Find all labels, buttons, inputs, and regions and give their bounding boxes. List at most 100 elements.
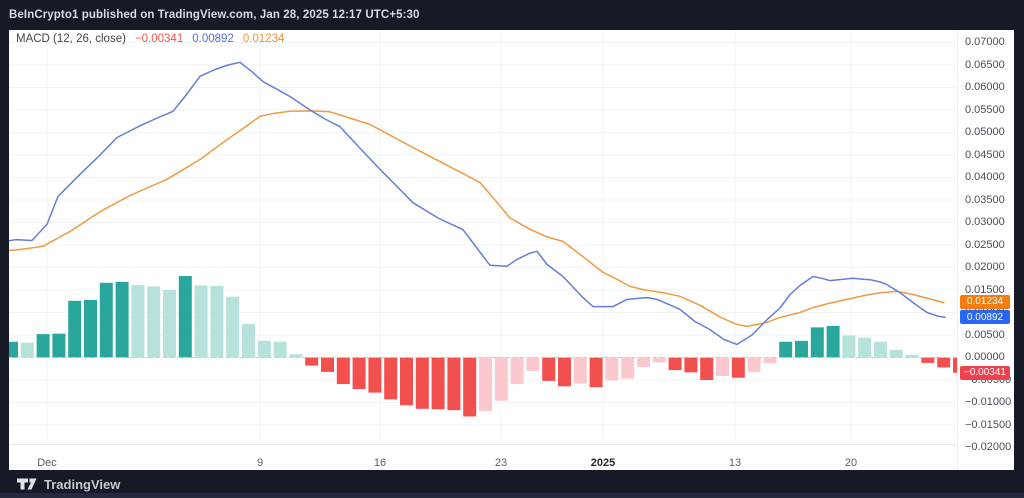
histogram-bar — [273, 341, 287, 358]
histogram-bar — [842, 335, 856, 358]
histogram-bar — [384, 357, 398, 400]
histogram-bar — [700, 357, 714, 380]
histogram-bar — [668, 357, 682, 371]
histogram-bar — [463, 357, 477, 417]
histogram-bar — [637, 357, 650, 367]
legend-histogram-value: −0.00341 — [134, 33, 184, 45]
price-axis-label: 0.03500 — [965, 193, 1005, 206]
histogram-bar — [194, 285, 208, 358]
time-axis-label: 16 — [373, 457, 387, 469]
price-axis-label: 0.04000 — [965, 171, 1005, 183]
price-axis-label: 0.06000 — [965, 81, 1005, 93]
price-axis-label: 0.03000 — [965, 216, 1005, 228]
histogram-bar — [415, 357, 429, 409]
histogram-bar — [810, 327, 824, 358]
histogram-bar — [589, 357, 603, 388]
histogram-bar — [36, 334, 50, 358]
histogram-bar — [937, 357, 951, 368]
price-axis-label: 0.04500 — [965, 148, 1005, 161]
histogram-bar — [494, 357, 508, 401]
histogram-bar — [889, 349, 903, 358]
publish-info-text: BeInCrypto1 published on TradingView.com… — [9, 9, 420, 21]
histogram-bar — [226, 296, 240, 358]
histogram-bar — [131, 285, 145, 358]
price-axis-label: 0.02500 — [965, 238, 1005, 251]
indicator-legend: MACD (12, 26, close) −0.00341 0.00892 0.… — [16, 33, 284, 45]
time-axis-label: Dec — [37, 457, 57, 469]
histogram-bar — [163, 290, 176, 358]
price-axis-label: 0.05500 — [965, 103, 1005, 116]
histogram-bar — [20, 342, 34, 358]
publish-info-bar: BeInCrypto1 published on TradingView.com… — [0, 0, 1024, 30]
macd-line — [9, 61, 946, 346]
signal-badge: 0.01234 — [960, 294, 1010, 309]
tradingview-logo-icon — [17, 478, 37, 490]
histogram-bar — [447, 357, 461, 411]
tradingview-brand-link[interactable]: TradingView — [44, 476, 121, 492]
histogram-bar — [305, 357, 319, 366]
price-axis-separator — [957, 30, 958, 470]
histogram-bar — [336, 357, 350, 385]
price-axis-label: 0.07000 — [965, 36, 1005, 48]
time-axis-label: 23 — [494, 457, 508, 469]
chart-card: MACD (12, 26, close) −0.00341 0.00892 0.… — [9, 30, 1014, 470]
histogram-bar — [763, 357, 777, 364]
histogram-bar — [99, 282, 113, 358]
histogram-bar — [84, 299, 97, 358]
time-axis-label: 9 — [256, 457, 264, 469]
histogram-bar — [684, 357, 698, 373]
histogram-bar — [257, 340, 271, 358]
histogram-bar — [779, 341, 793, 358]
legend-signal-value: 0.01234 — [242, 33, 285, 45]
histogram-bar — [716, 357, 729, 376]
price-axis-label: 0.00500 — [965, 328, 1005, 341]
histogram-bar — [526, 357, 540, 371]
histogram-bar — [953, 357, 957, 373]
footer-bottom-strip — [0, 493, 1024, 498]
macd-plot-canvas[interactable] — [9, 30, 957, 446]
histogram-bar — [210, 285, 224, 358]
time-axis-label: 20 — [844, 457, 858, 469]
price-axis-label: 0.06500 — [965, 58, 1005, 71]
histogram-bar — [68, 300, 82, 358]
time-axis-separator — [9, 444, 957, 445]
price-axis-label: −0.02000 — [965, 441, 1012, 453]
histogram-bar — [731, 357, 745, 378]
footer-bar: TradingView — [0, 470, 1024, 498]
histogram-bar — [573, 357, 587, 384]
time-axis-label: 2025 — [590, 457, 616, 469]
histogram-bar — [795, 340, 808, 358]
time-axis-label: 13 — [728, 457, 742, 469]
histogram-bar — [242, 323, 255, 358]
histogram-bar — [147, 286, 161, 358]
histogram-bar — [621, 357, 635, 379]
histogram-badge: −0.00341 — [960, 365, 1010, 380]
price-axis-label: 0.01500 — [965, 283, 1005, 296]
histogram-bar — [9, 341, 18, 358]
price-axis-label: 0.02000 — [965, 261, 1005, 273]
histogram-bar — [479, 357, 492, 412]
histogram-bar — [921, 357, 935, 363]
histogram-bar — [542, 357, 556, 381]
histogram-bar — [178, 276, 192, 358]
histogram-bar — [826, 326, 840, 358]
histogram-bar — [747, 357, 761, 372]
histogram-bar — [558, 357, 571, 387]
histogram-bar — [289, 354, 303, 358]
histogram-bar — [352, 357, 366, 389]
histogram-bar — [115, 281, 129, 358]
histogram-bar — [52, 333, 66, 358]
histogram-bar — [905, 354, 919, 358]
signal-line — [9, 110, 945, 328]
price-axis-label: −0.01000 — [965, 396, 1012, 408]
histogram-bar — [368, 357, 382, 393]
price-axis-label: −0.01500 — [965, 418, 1012, 431]
legend-macd-value: 0.00892 — [192, 33, 234, 45]
histogram-bar — [400, 357, 413, 406]
histogram-bar — [431, 357, 445, 410]
indicator-title: MACD (12, 26, close) — [16, 33, 126, 45]
price-axis-label: 0.05000 — [965, 126, 1005, 138]
histogram-bar — [510, 357, 524, 385]
histogram-bar — [605, 357, 619, 381]
histogram-bar — [858, 337, 872, 358]
